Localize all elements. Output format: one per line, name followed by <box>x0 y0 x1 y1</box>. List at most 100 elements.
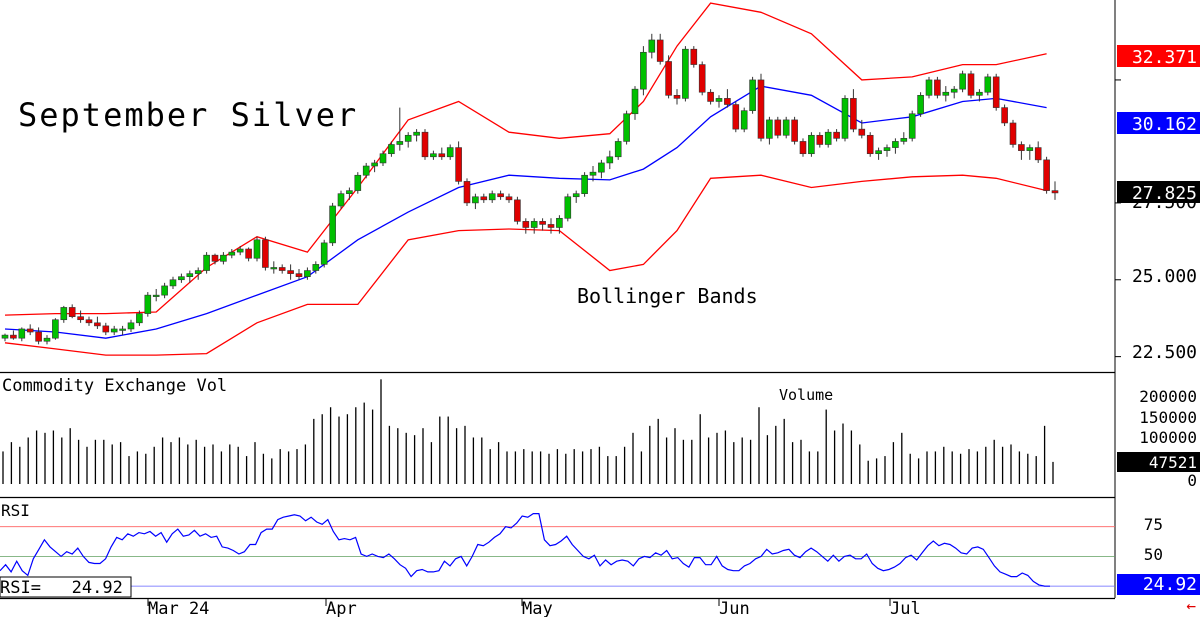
month-label-jun: Jun <box>719 599 750 617</box>
rsi-panel-title: RSI <box>1 501 30 520</box>
candle <box>312 261 320 274</box>
candle-body <box>707 91 714 102</box>
candle-body <box>791 119 798 142</box>
scroll-left-arrow-icon[interactable]: ← <box>1186 596 1196 615</box>
candle <box>757 73 765 142</box>
candle-body <box>77 316 84 321</box>
candle-body <box>816 134 824 145</box>
candle-body <box>623 113 630 142</box>
candle <box>488 190 496 203</box>
candle-body <box>102 325 110 333</box>
rsi-line <box>0 513 1051 587</box>
candle-body <box>556 217 563 228</box>
candle-body <box>732 104 740 130</box>
candle-body <box>682 48 689 99</box>
rsi-tick-75: 75 <box>1144 515 1163 534</box>
candle <box>455 141 462 185</box>
candle-body <box>698 64 706 93</box>
volume-panel-title: Commodity Exchange Vol <box>2 376 227 396</box>
candle-body <box>959 73 966 90</box>
candle <box>1026 144 1034 160</box>
candle-body <box>455 147 462 182</box>
candle <box>631 86 639 120</box>
candle <box>522 218 530 234</box>
candle <box>295 269 303 280</box>
candle <box>976 89 983 102</box>
candle-body <box>371 162 378 167</box>
candle <box>77 310 84 323</box>
candle <box>144 292 152 317</box>
month-label-apr: Apr <box>326 599 357 617</box>
candle-body <box>598 162 605 173</box>
last-price-tag-bg <box>1117 181 1200 203</box>
candle-body <box>43 337 51 342</box>
candle-body <box>211 254 219 262</box>
rsi-layer <box>0 513 1051 587</box>
candle <box>480 193 488 203</box>
candle-body <box>950 88 958 93</box>
candle <box>673 89 681 105</box>
candle <box>194 267 202 280</box>
candle <box>245 247 252 262</box>
candle-body <box>572 193 580 198</box>
candle <box>371 159 378 173</box>
candle-body <box>766 119 773 139</box>
candle <box>413 129 420 142</box>
candle <box>917 92 924 117</box>
candle-body <box>203 254 210 271</box>
candle-body <box>278 267 286 271</box>
month-label-jul: Jul <box>890 599 921 617</box>
candle <box>866 132 874 157</box>
candle <box>547 218 555 234</box>
candle-body <box>304 270 311 277</box>
candle-body <box>379 153 387 164</box>
candle <box>816 132 824 148</box>
candle-body <box>253 239 261 259</box>
candle-body <box>220 254 227 262</box>
bollinger-upper-line <box>4 2 1047 316</box>
candle <box>892 138 899 154</box>
candle-body <box>530 221 538 228</box>
upper-band-tag: 32.371 <box>1132 47 1197 68</box>
candle <box>984 73 992 96</box>
candle <box>640 46 647 96</box>
candle <box>388 141 395 157</box>
candle-body <box>312 264 320 271</box>
rsi-readout: RSI= 24.92 <box>0 578 123 598</box>
last-price-tag: 27.825 <box>1132 183 1197 204</box>
candle-body <box>388 144 395 155</box>
candle <box>833 129 840 142</box>
candle-body <box>404 134 412 142</box>
candle <box>682 46 689 102</box>
candle-body <box>18 328 26 339</box>
middle-band-tag: 30.162 <box>1132 114 1197 135</box>
candle-body <box>1001 107 1008 124</box>
candle-body <box>799 141 807 155</box>
candle <box>1009 119 1017 148</box>
candle-body <box>749 79 756 111</box>
candle <box>169 276 177 289</box>
candle <box>1 333 9 342</box>
candle <box>421 129 429 160</box>
price-tick-25: 25.000 <box>1132 266 1197 287</box>
candle-body <box>539 221 546 225</box>
candle-body <box>934 79 941 96</box>
candle <box>908 110 916 142</box>
candle-body <box>841 98 849 139</box>
candle-body <box>161 285 168 296</box>
candle <box>396 107 404 151</box>
candle <box>35 327 42 345</box>
candle <box>110 325 118 336</box>
candle-body <box>413 131 420 136</box>
candle-body <box>774 119 782 136</box>
candle-body <box>665 61 672 96</box>
candle <box>152 288 160 302</box>
candle-body <box>85 319 93 324</box>
candle-body <box>136 313 143 324</box>
candle <box>841 95 849 142</box>
rsi-readout-box <box>0 576 132 598</box>
volume-tick-0: 0 <box>1187 471 1197 490</box>
candle <box>740 107 748 133</box>
candle <box>446 144 454 160</box>
candle-body <box>833 131 840 139</box>
